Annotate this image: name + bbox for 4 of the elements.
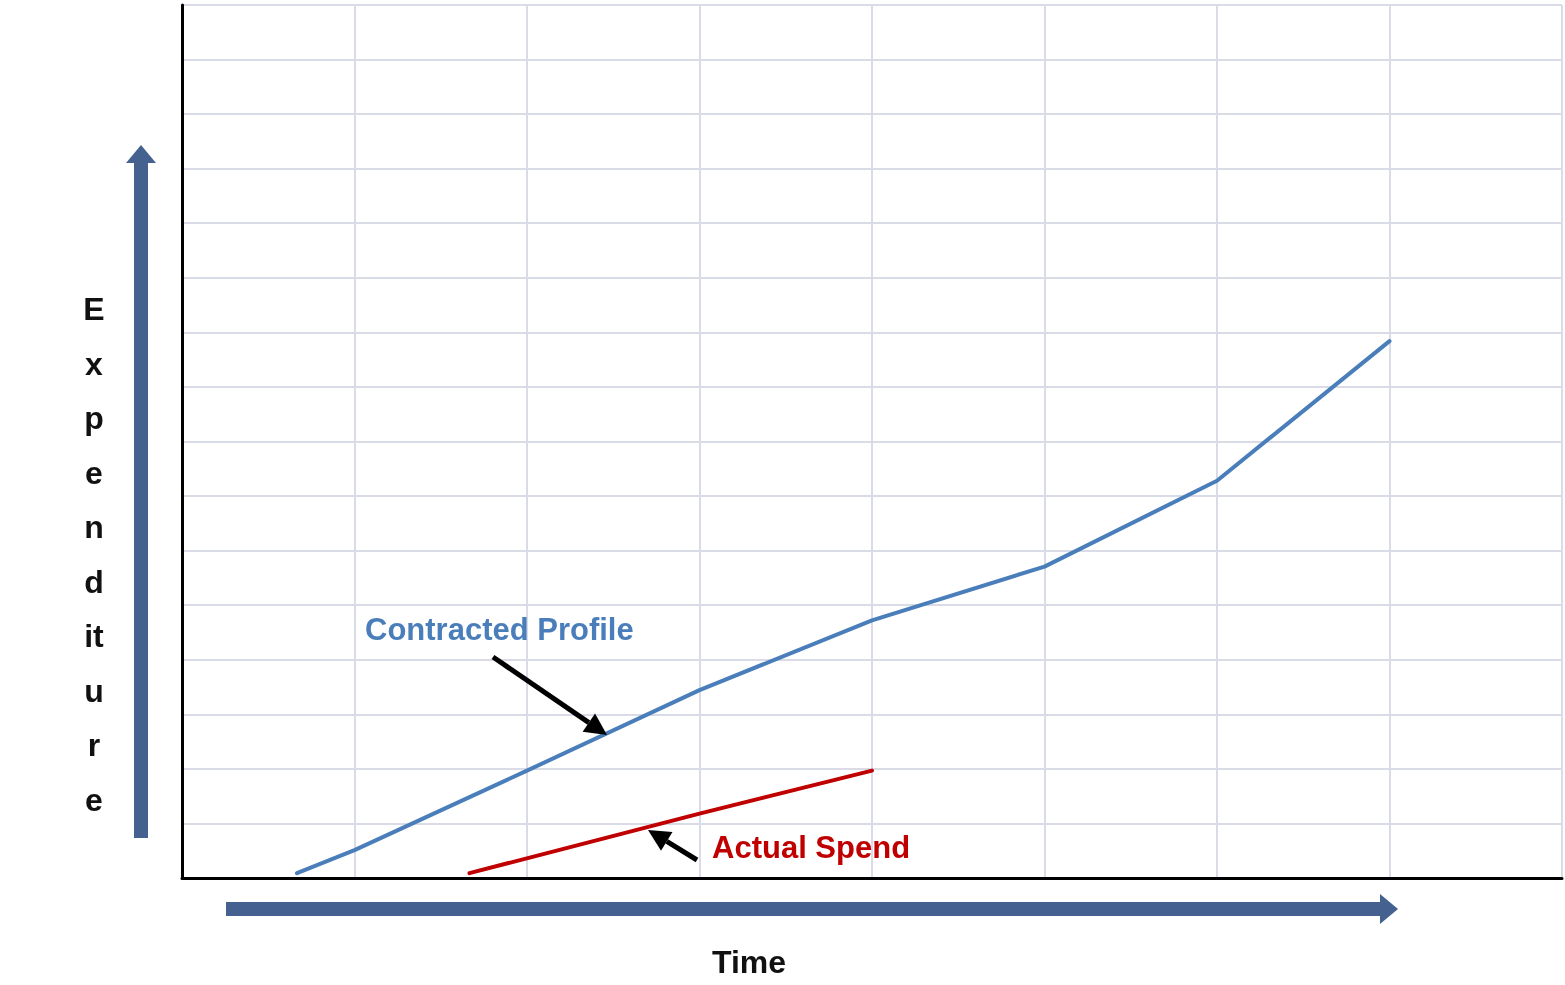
series-label: Actual Spend [712, 830, 911, 866]
text: Expenditure [83, 291, 105, 818]
text: Contracted Profile [365, 612, 634, 648]
x-axis-title: Time [712, 944, 787, 981]
